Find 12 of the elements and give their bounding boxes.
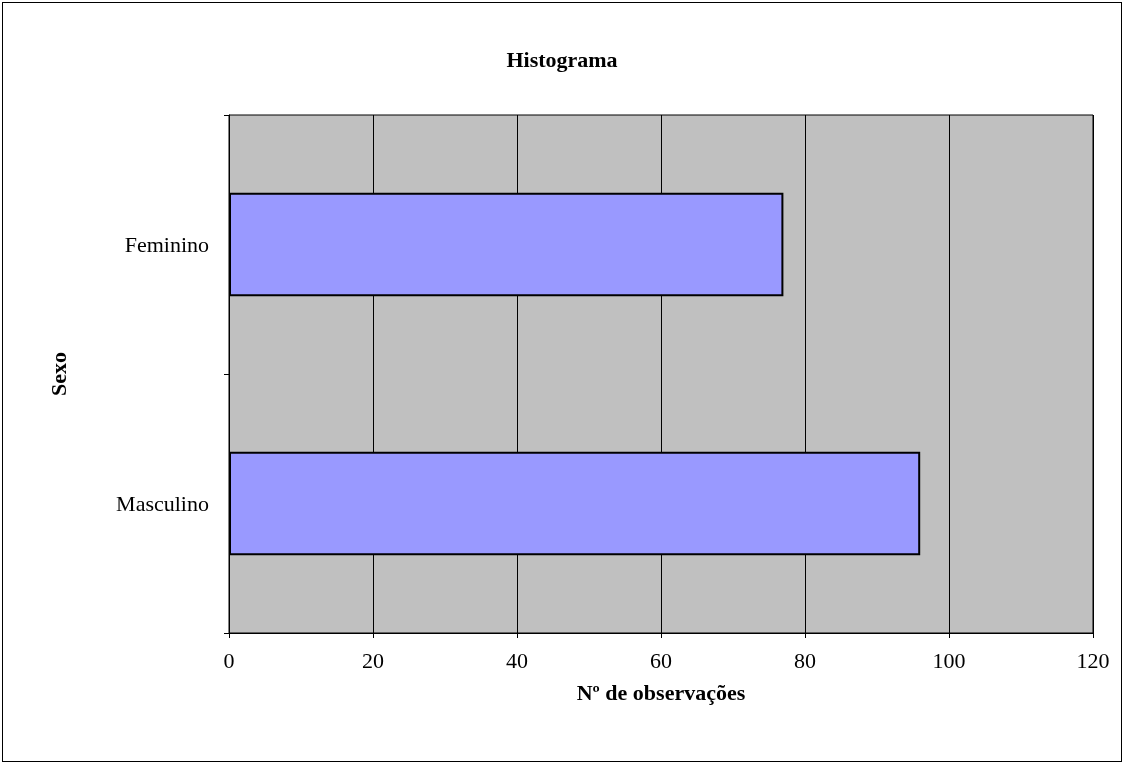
x-tick-label: 40: [506, 647, 528, 673]
x-tick-label: 20: [362, 647, 384, 673]
y-tick-label: Feminino: [124, 232, 209, 257]
y-axis-title: Sexo: [45, 352, 71, 396]
x-tick-label: 60: [650, 647, 672, 673]
x-tick-label: 120: [1076, 647, 1110, 673]
x-axis-title: Nº de observações: [576, 679, 746, 705]
x-tick-label: 100: [932, 647, 966, 673]
chart-title: Histograma: [506, 46, 618, 72]
x-tick-label: 80: [794, 647, 816, 673]
x-tick-label: 0: [223, 647, 235, 673]
y-tick-label: Masculino: [116, 491, 209, 516]
